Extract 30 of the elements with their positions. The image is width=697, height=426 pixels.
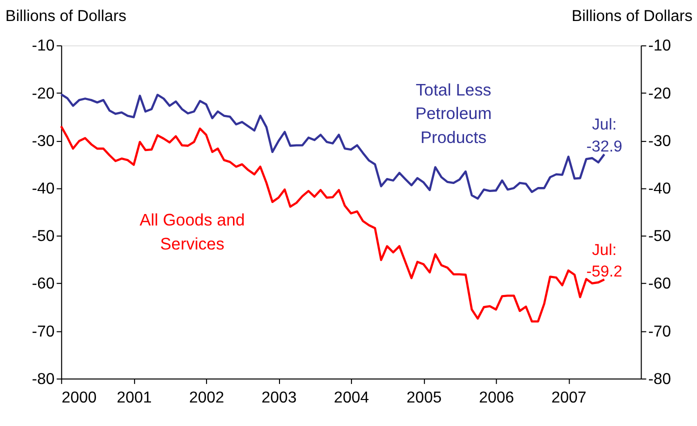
y-axis-title: Billions of Dollars (5, 8, 126, 26)
x-tick-label: 2006 (478, 390, 514, 407)
y2-tick-label: -10 (648, 38, 672, 55)
y2-tick-label: -50 (648, 228, 672, 246)
x-tick-label: 2001 (116, 390, 152, 407)
annotation: Jul: -32.9 (586, 116, 622, 156)
y2-tick-label: -40 (648, 180, 672, 198)
y-tick-label: -20 (32, 85, 55, 102)
y-tick-label: -70 (32, 323, 55, 340)
x-tick-label: 2000 (62, 390, 97, 407)
y2-axis-title: Billions of Dollars (572, 8, 693, 26)
y-tick-label: -50 (32, 228, 55, 246)
y-tick-label: -10 (32, 38, 55, 55)
x-tick-label: 2003 (262, 390, 297, 407)
y-tick-label: -60 (32, 276, 55, 293)
x-tick-label: 2005 (406, 390, 442, 407)
series-label: All Goods and Services (140, 210, 245, 254)
x-tick-label: 2002 (189, 390, 224, 407)
y2-tick-label: -70 (648, 323, 672, 340)
y-tick-label: -30 (32, 132, 55, 150)
y2-tick-label: -30 (648, 132, 672, 150)
y-tick-label: -40 (32, 180, 55, 198)
y-tick-label: -80 (32, 370, 55, 388)
y2-tick-label: -80 (648, 370, 672, 388)
x-tick-label: 2004 (334, 390, 370, 407)
x-tick-label: 2007 (551, 390, 586, 407)
series-label: Total Less Petroleum Products (415, 80, 492, 147)
y2-tick-label: -20 (648, 85, 672, 102)
y2-tick-label: -60 (648, 276, 672, 293)
annotation: Jul: -59.2 (586, 242, 622, 281)
